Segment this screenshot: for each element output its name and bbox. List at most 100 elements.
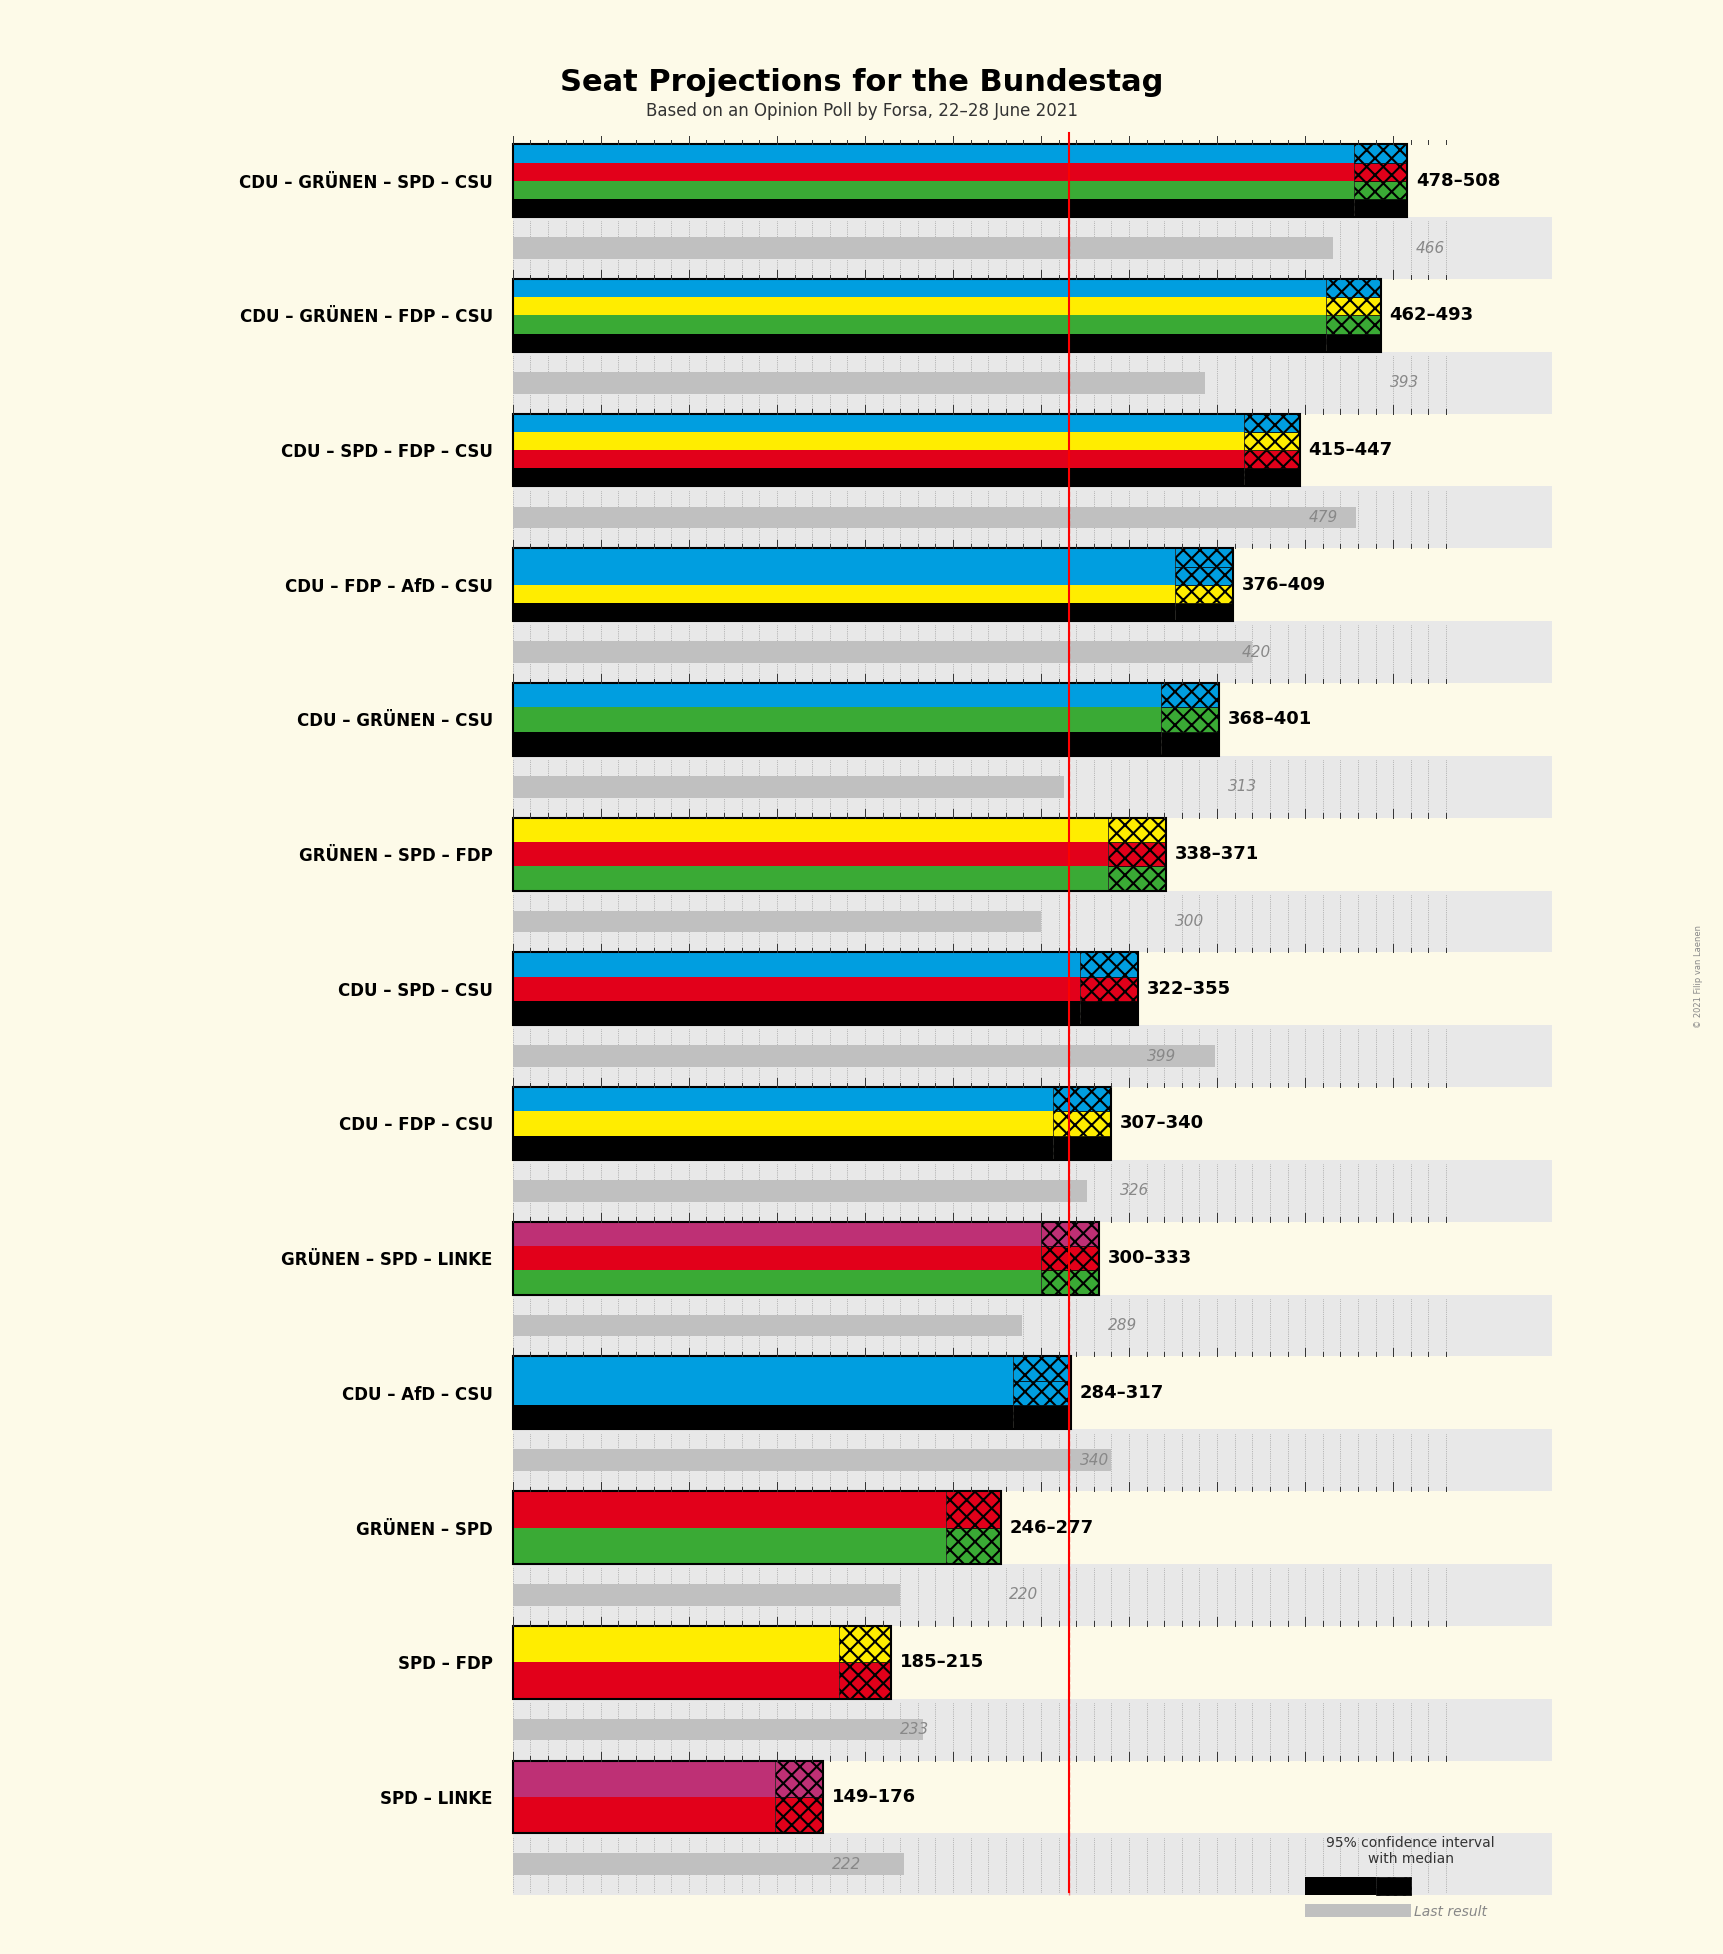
Bar — [512, 1585, 899, 1606]
Text: Seat Projections for the Bundestag: Seat Projections for the Bundestag — [560, 68, 1163, 98]
Bar — [512, 817, 1165, 891]
Bar — [1325, 315, 1380, 334]
Bar — [512, 911, 1041, 932]
Bar — [1325, 297, 1380, 315]
Bar — [1053, 1135, 1111, 1161]
Bar — [512, 1405, 1011, 1428]
Text: 415–447: 415–447 — [1308, 442, 1392, 459]
Text: 300: 300 — [1173, 914, 1203, 928]
Bar — [1173, 584, 1232, 604]
Bar — [512, 469, 1242, 487]
Bar — [1160, 731, 1218, 756]
Bar — [1053, 1112, 1111, 1135]
Bar — [1354, 162, 1406, 180]
Text: 222: 222 — [830, 1856, 860, 1872]
Bar — [946, 1491, 999, 1528]
Bar — [512, 707, 1160, 731]
Bar — [512, 977, 1079, 1000]
Bar — [512, 1135, 1053, 1161]
Bar — [512, 236, 1332, 258]
Text: 420: 420 — [1241, 645, 1270, 660]
Bar — [512, 842, 1108, 866]
Text: 376–409: 376–409 — [1241, 576, 1325, 594]
Bar — [837, 1626, 891, 1663]
Text: 462–493: 462–493 — [1389, 307, 1473, 324]
Bar — [512, 1798, 775, 1833]
Bar — [512, 1045, 1215, 1067]
Bar — [1011, 1356, 1070, 1381]
Bar — [837, 1663, 891, 1698]
Text: 399: 399 — [1146, 1049, 1175, 1063]
Bar — [1173, 549, 1232, 567]
Bar — [512, 315, 1325, 334]
Bar — [512, 549, 1173, 567]
Bar — [512, 1356, 1011, 1381]
Bar — [512, 162, 1354, 180]
Bar — [512, 414, 1299, 487]
Bar — [512, 1626, 837, 1663]
Bar — [1242, 432, 1299, 449]
Text: 368–401: 368–401 — [1227, 711, 1311, 729]
Bar — [512, 1528, 946, 1563]
Bar — [512, 584, 1173, 604]
Bar — [512, 279, 1325, 297]
Bar — [512, 1491, 999, 1563]
Text: © 2021 Filip van Laenen: © 2021 Filip van Laenen — [1692, 926, 1702, 1028]
Bar — [512, 567, 1173, 584]
Bar — [1242, 414, 1299, 432]
Bar — [1041, 1270, 1099, 1296]
Bar — [1053, 1086, 1111, 1112]
Bar — [1304, 1878, 1375, 1895]
Text: 149–176: 149–176 — [830, 1788, 915, 1805]
Bar — [1108, 842, 1165, 866]
Text: 246–277: 246–277 — [1008, 1518, 1092, 1536]
Text: 322–355: 322–355 — [1146, 979, 1230, 998]
Bar — [512, 1450, 1111, 1471]
Bar — [512, 1221, 1041, 1247]
Bar — [512, 1626, 891, 1698]
Text: 95% confidence interval
with median: 95% confidence interval with median — [1325, 1837, 1494, 1866]
Bar — [1011, 1381, 1070, 1405]
Bar — [512, 952, 1137, 1026]
Bar — [512, 731, 1160, 756]
Bar — [512, 1761, 822, 1833]
Bar — [1354, 180, 1406, 199]
Text: Based on an Opinion Poll by Forsa, 22–28 June 2021: Based on an Opinion Poll by Forsa, 22–28… — [646, 102, 1077, 119]
Text: 478–508: 478–508 — [1415, 172, 1499, 190]
Bar — [512, 145, 1354, 162]
Bar — [1079, 1000, 1137, 1026]
Text: Last result: Last result — [1413, 1905, 1487, 1919]
Bar — [512, 180, 1354, 199]
Bar — [512, 1356, 1070, 1428]
Bar — [1242, 449, 1299, 469]
Bar — [512, 684, 1160, 707]
Bar — [512, 279, 1380, 352]
Bar — [1304, 1905, 1409, 1919]
Bar — [512, 371, 1204, 393]
Bar — [1160, 707, 1218, 731]
Text: 220: 220 — [1008, 1587, 1037, 1602]
Text: 233: 233 — [899, 1721, 929, 1737]
Bar — [512, 1247, 1041, 1270]
Bar — [512, 1086, 1111, 1161]
Bar — [512, 1112, 1053, 1135]
Text: 185–215: 185–215 — [899, 1653, 984, 1671]
Bar — [1079, 977, 1137, 1000]
Bar — [512, 1663, 837, 1698]
Bar — [512, 1270, 1041, 1296]
Bar — [512, 641, 1251, 662]
Bar — [512, 432, 1242, 449]
Bar — [512, 1315, 1022, 1337]
Text: 479: 479 — [1308, 510, 1337, 526]
Bar — [1011, 1405, 1070, 1428]
Text: 338–371: 338–371 — [1173, 846, 1258, 864]
Bar — [512, 549, 1232, 621]
Bar — [512, 684, 1218, 756]
Bar — [512, 952, 1079, 977]
Bar — [512, 1180, 1085, 1202]
Bar — [512, 1720, 922, 1741]
Bar — [1354, 145, 1406, 162]
Bar — [512, 199, 1354, 217]
Text: 393: 393 — [1389, 375, 1418, 391]
Bar — [512, 866, 1108, 891]
